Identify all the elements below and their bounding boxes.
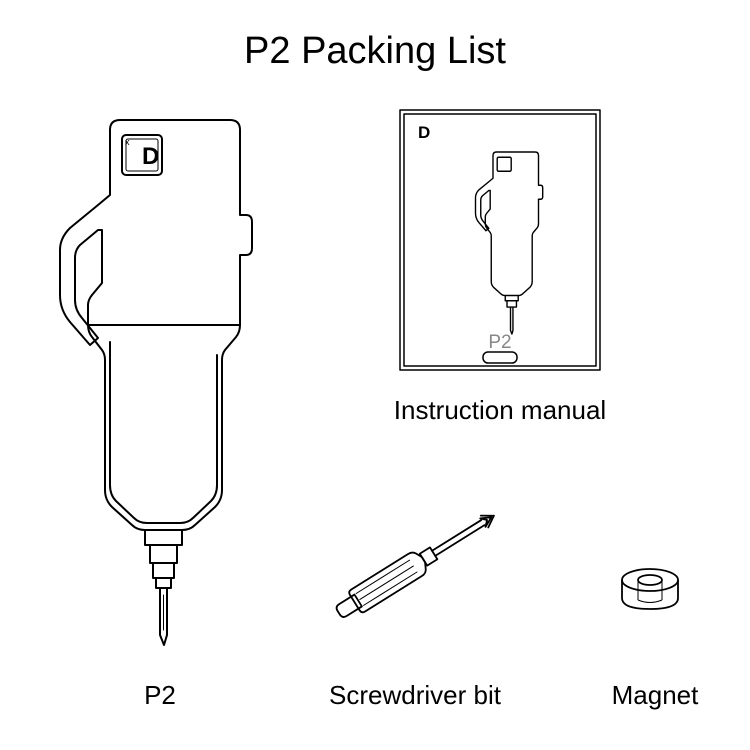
screwdriver-label: P2 [100,680,220,711]
magnet-illustration [610,560,690,620]
bit-illustration [300,490,530,640]
svg-text:x: x [125,137,130,147]
page-title: P2 Packing List [0,30,750,73]
svg-text:D: D [418,123,430,142]
manual-illustration: D P2 [390,100,610,380]
manual-label: Instruction manual [370,395,630,426]
bit-label: Screwdriver bit [300,680,530,711]
svg-text:D: D [142,143,159,170]
screwdriver-illustration: D x [30,100,290,660]
svg-text:P2: P2 [488,332,511,353]
magnet-label: Magnet [600,680,710,711]
